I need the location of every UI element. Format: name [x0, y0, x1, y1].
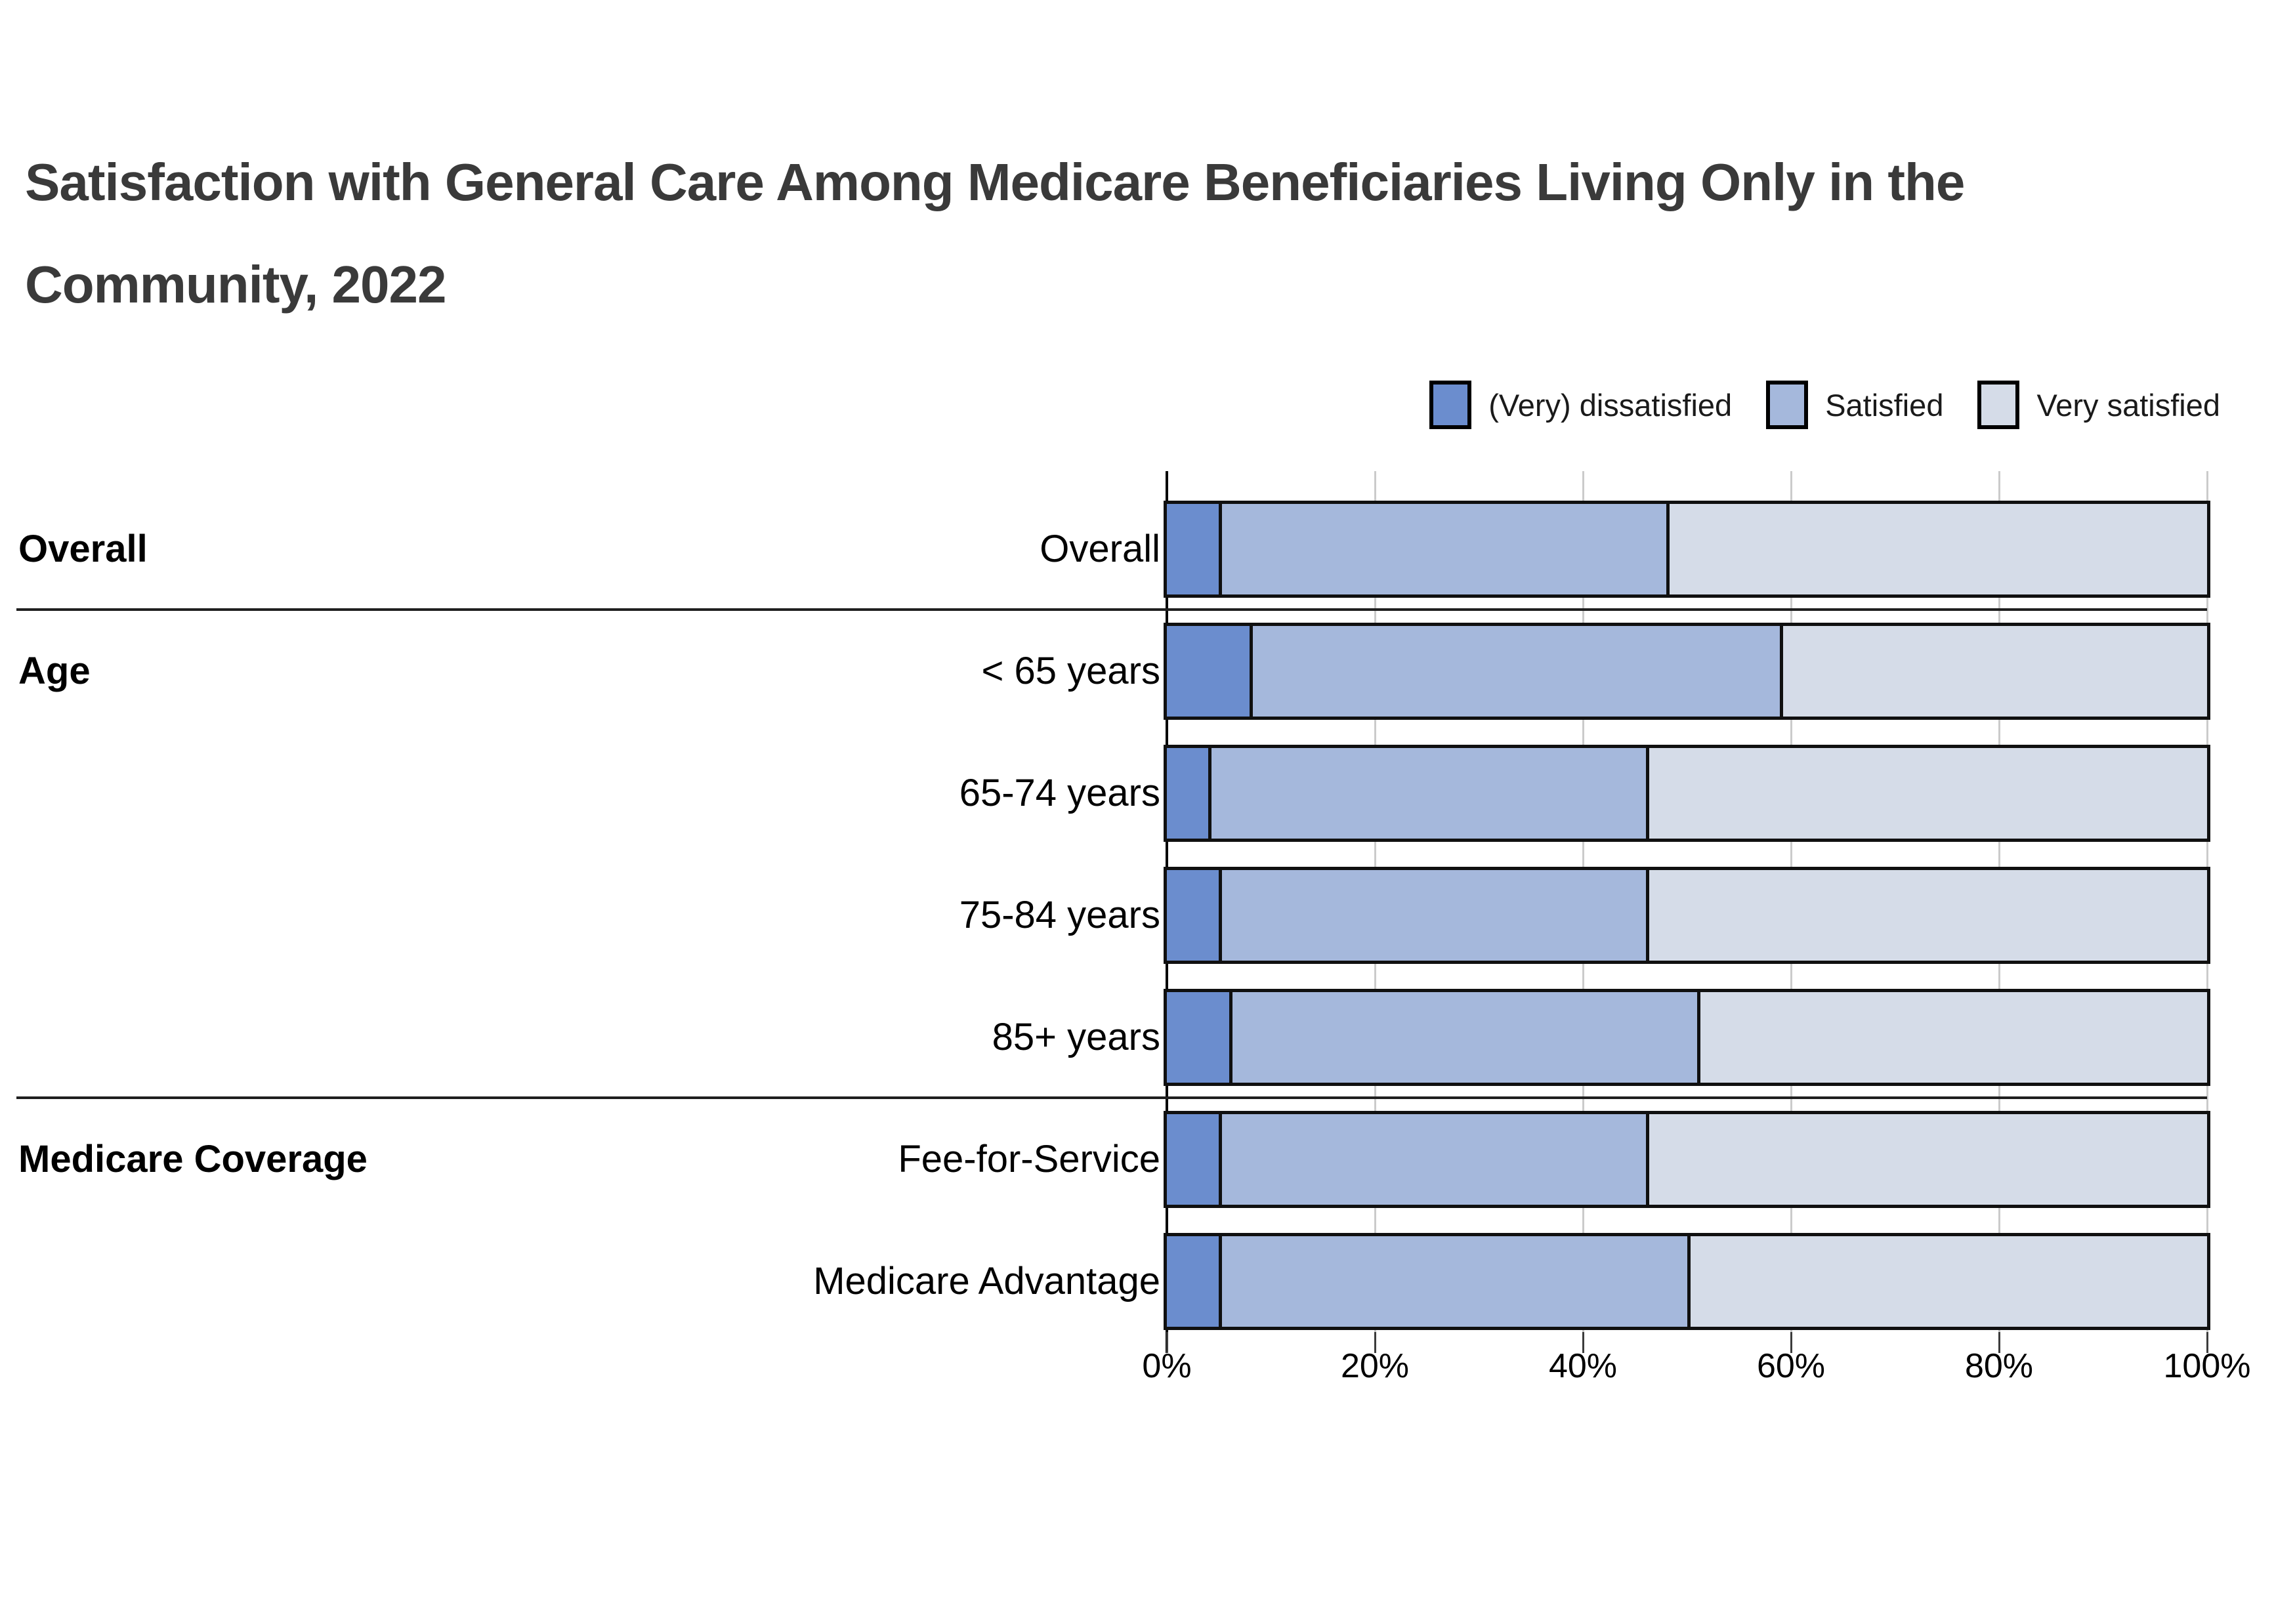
- x-axis-tick: [1166, 1332, 1168, 1353]
- segment-divider: [1645, 748, 1649, 839]
- bar-segment-very-satisfied: [1649, 1114, 2207, 1205]
- x-axis-label: 0%: [1142, 1347, 1192, 1385]
- stacked-bar-row: [1164, 501, 2210, 598]
- row-label: 85+ years: [992, 1016, 1160, 1058]
- chart-title-line-1: Satisfaction with General Care Among Med…: [25, 153, 1965, 211]
- bar-segment-dissatisfied: [1167, 1236, 1219, 1327]
- bar-segment-very-satisfied: [1700, 992, 2207, 1083]
- segment-divider: [1697, 992, 1701, 1083]
- stacked-bar-row: [1164, 623, 2210, 720]
- bar-segment-satisfied: [1221, 870, 1646, 961]
- row-label: 65-74 years: [959, 772, 1160, 814]
- segment-divider: [1208, 748, 1211, 839]
- stacked-bar-row: [1164, 1111, 2210, 1208]
- segment-divider: [1218, 870, 1222, 961]
- group-label: Overall: [18, 528, 148, 570]
- row-label: Fee-for-Service: [898, 1138, 1160, 1180]
- bar-segment-dissatisfied: [1167, 870, 1219, 961]
- legend-swatch-icon: [1977, 381, 2020, 429]
- bar-segment-satisfied: [1221, 1236, 1687, 1327]
- stacked-bar-row: [1164, 867, 2210, 964]
- segment-divider: [1229, 992, 1232, 1083]
- row-label: Overall: [1040, 528, 1160, 570]
- bar-segment-dissatisfied: [1167, 504, 1219, 594]
- bar-segment-dissatisfied: [1167, 626, 1250, 717]
- segment-divider: [1645, 870, 1649, 961]
- legend-swatch-icon: [1429, 381, 1472, 429]
- legend-item-label: Very satisfied: [2036, 387, 2220, 423]
- segment-divider: [1780, 626, 1784, 717]
- x-axis-label: 40%: [1548, 1347, 1618, 1385]
- stacked-bar-row: [1164, 745, 2210, 842]
- row-label: 75-84 years: [959, 894, 1160, 936]
- x-axis-tick: [1374, 1332, 1376, 1353]
- bar-segment-very-satisfied: [1649, 748, 2207, 839]
- stacked-bar-row: [1164, 1233, 2210, 1330]
- legend-swatch-icon: [1766, 381, 1809, 429]
- segment-divider: [1218, 1236, 1222, 1327]
- bar-segment-very-satisfied: [1649, 870, 2207, 961]
- x-axis-tick: [1582, 1332, 1584, 1353]
- row-label: < 65 years: [981, 650, 1160, 692]
- group-label: Age: [18, 650, 91, 692]
- x-axis-label: 20%: [1340, 1347, 1410, 1385]
- segment-divider: [1218, 504, 1222, 594]
- segment-divider: [1687, 1236, 1691, 1327]
- group-separator: [16, 1096, 2207, 1099]
- x-axis-tick: [2206, 1332, 2208, 1353]
- chart-title: Satisfaction with General Care Among Med…: [25, 131, 2256, 336]
- bar-segment-satisfied: [1221, 504, 1666, 594]
- x-axis-label: 60%: [1756, 1347, 1826, 1385]
- stacked-bar-row: [1164, 989, 2210, 1086]
- legend-item: Very satisfied: [1977, 381, 2220, 429]
- group-label: Medicare Coverage: [18, 1138, 368, 1180]
- bar-segment-very-satisfied: [1670, 504, 2207, 594]
- bar-segment-very-satisfied: [1783, 626, 2207, 717]
- segment-divider: [1645, 1114, 1649, 1205]
- legend-item-label: Satisfied: [1825, 387, 1944, 423]
- bar-segment-satisfied: [1232, 992, 1698, 1083]
- bar-segment-dissatisfied: [1167, 992, 1229, 1083]
- legend-item: Satisfied: [1766, 381, 1943, 429]
- x-axis-label: 80%: [1964, 1347, 2034, 1385]
- chart-title-line-2: Community, 2022: [25, 255, 446, 314]
- legend: (Very) dissatisfied Satisfied Very satisfi…: [1395, 381, 2220, 429]
- segment-divider: [1250, 626, 1253, 717]
- x-axis-tick: [1998, 1332, 2000, 1353]
- x-axis-tick: [1790, 1332, 1792, 1353]
- bar-segment-satisfied: [1211, 748, 1646, 839]
- segment-divider: [1666, 504, 1670, 594]
- bar-segment-dissatisfied: [1167, 1114, 1219, 1205]
- bar-segment-very-satisfied: [1690, 1236, 2207, 1327]
- row-label: Medicare Advantage: [813, 1260, 1160, 1302]
- bar-segment-satisfied: [1221, 1114, 1646, 1205]
- segment-divider: [1218, 1114, 1222, 1205]
- legend-item: (Very) dissatisfied: [1429, 381, 1732, 429]
- bar-segment-dissatisfied: [1167, 748, 1208, 839]
- bar-segment-satisfied: [1253, 626, 1780, 717]
- legend-item-label: (Very) dissatisfied: [1488, 387, 1733, 423]
- group-separator: [16, 608, 2207, 611]
- x-axis-label: 100%: [2163, 1347, 2251, 1385]
